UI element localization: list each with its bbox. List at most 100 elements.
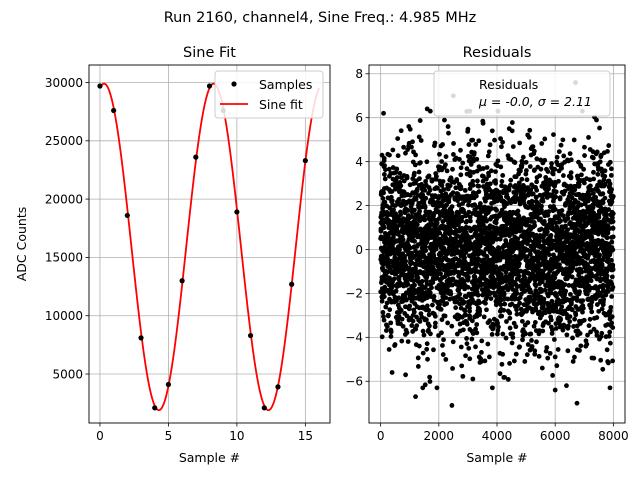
- residual-point: [432, 320, 438, 326]
- residual-point: [530, 231, 536, 237]
- residual-point: [447, 227, 453, 232]
- residual-point: [411, 309, 417, 315]
- residual-point: [388, 334, 394, 339]
- residual-point: [480, 222, 486, 228]
- residual-point: [391, 276, 397, 282]
- residual-point: [586, 135, 591, 140]
- y-tick-label: −4: [345, 331, 363, 345]
- residual-point: [594, 315, 600, 320]
- residual-point: [553, 194, 558, 200]
- residual-point: [563, 288, 569, 294]
- residual-point: [430, 302, 435, 308]
- x-tick-label: 6000: [540, 429, 571, 443]
- residual-point: [466, 142, 472, 147]
- residual-point: [545, 293, 551, 299]
- residual-point: [578, 343, 584, 349]
- residual-point: [440, 352, 446, 357]
- residual-point: [497, 189, 502, 195]
- right-legend-box: [433, 70, 611, 117]
- residual-point: [599, 306, 605, 312]
- residual-point: [381, 156, 387, 161]
- residual-point: [586, 253, 591, 258]
- y-tick-label: 15000: [45, 251, 83, 265]
- residual-point: [427, 374, 433, 380]
- residual-point: [487, 142, 493, 148]
- residual-point: [466, 209, 472, 215]
- residual-point: [405, 339, 411, 345]
- residual-point: [396, 313, 402, 319]
- residual-point: [604, 211, 609, 217]
- residual-point: [509, 120, 515, 125]
- residual-point: [586, 323, 592, 329]
- residual-point: [529, 198, 535, 204]
- residual-point: [404, 313, 410, 319]
- residual-point: [414, 186, 420, 192]
- residual-point: [387, 205, 393, 211]
- residual-point: [610, 211, 616, 217]
- residual-point: [513, 351, 519, 357]
- residual-point: [389, 370, 395, 375]
- residual-point: [450, 166, 455, 172]
- residual-point: [500, 139, 505, 145]
- sample-point: [179, 278, 185, 284]
- residual-point: [528, 331, 534, 337]
- residual-point: [537, 173, 543, 179]
- residual-point: [449, 403, 455, 408]
- residual-point: [565, 227, 571, 233]
- residual-point: [502, 374, 508, 380]
- residual-point: [527, 127, 533, 133]
- y-tick-label: −6: [345, 375, 363, 389]
- residual-point: [540, 198, 546, 204]
- residual-point: [536, 353, 542, 359]
- residual-point: [551, 337, 557, 342]
- residual-point: [386, 166, 392, 172]
- residual-point: [527, 251, 533, 257]
- y-tick-label: 6: [355, 111, 363, 125]
- residual-point: [531, 323, 537, 329]
- residual-point: [522, 359, 528, 364]
- residual-point: [450, 339, 456, 345]
- x-tick-label: 0: [96, 429, 104, 443]
- y-tick-label: 10000: [45, 309, 83, 323]
- residual-point: [474, 330, 480, 336]
- residual-point: [541, 219, 547, 224]
- right-axes-title: Residuals: [463, 45, 532, 61]
- residual-point: [532, 319, 538, 325]
- residual-point: [605, 360, 611, 366]
- residual-point: [410, 318, 416, 324]
- residual-point: [464, 341, 470, 347]
- residual-point: [554, 154, 560, 160]
- residual-point: [465, 126, 471, 132]
- residual-point: [382, 176, 388, 182]
- residual-point: [407, 303, 413, 309]
- residual-point: [581, 180, 587, 186]
- residual-point: [607, 181, 613, 187]
- residual-point: [495, 158, 501, 164]
- residual-point: [379, 334, 385, 340]
- residual-point: [423, 278, 429, 284]
- x-tick-label: 8000: [598, 429, 629, 443]
- residual-point: [524, 254, 530, 260]
- residual-point: [523, 159, 529, 165]
- residual-point: [565, 216, 571, 221]
- residual-point: [417, 208, 423, 214]
- residual-point: [551, 132, 556, 138]
- residual-point: [396, 295, 402, 301]
- residual-point: [584, 291, 590, 297]
- residual-point: [440, 142, 445, 147]
- residual-point: [481, 314, 487, 320]
- residual-point: [461, 299, 467, 305]
- residual-point: [578, 202, 584, 208]
- residual-point: [426, 307, 432, 313]
- sample-point: [124, 212, 130, 219]
- residual-point: [492, 280, 498, 285]
- residual-point: [449, 204, 455, 209]
- residual-point: [433, 174, 439, 179]
- residual-point: [412, 282, 417, 288]
- residual-point: [558, 218, 563, 224]
- residual-point: [384, 300, 390, 306]
- y-tick-label: −2: [345, 287, 363, 301]
- residual-point: [608, 166, 614, 172]
- residual-point: [420, 328, 426, 334]
- residual-point: [549, 298, 555, 304]
